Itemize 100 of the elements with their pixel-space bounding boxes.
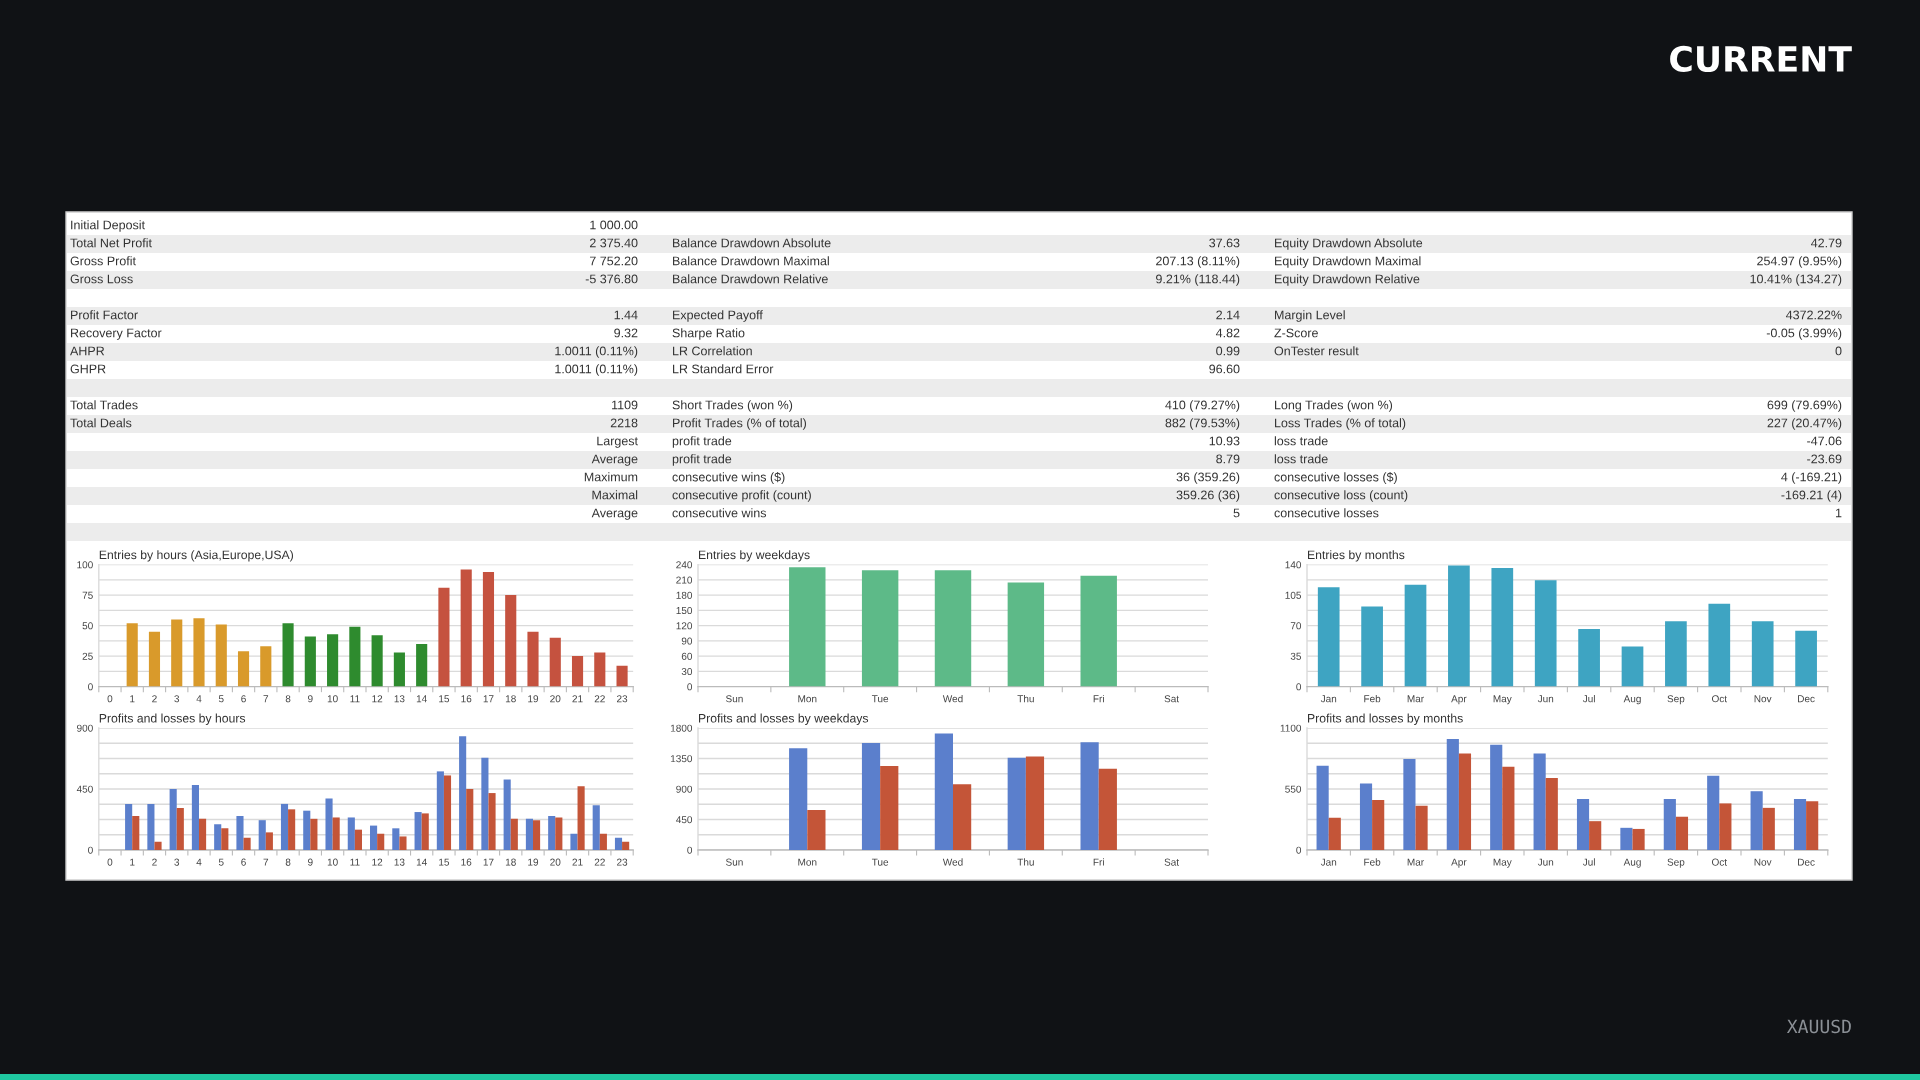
bar [953,784,972,850]
bar [1708,603,1731,687]
bar [243,837,251,850]
bar [525,818,533,850]
bar [614,837,623,850]
bar [481,757,489,850]
bar [260,646,272,687]
bar [571,656,584,687]
bar [125,803,133,850]
bar [1719,803,1732,850]
bar [1025,756,1045,850]
bar [193,618,205,687]
bar [1795,630,1817,687]
bar [1589,821,1602,850]
bar [503,779,511,850]
bar [327,634,339,687]
bar [533,820,541,850]
bar [1446,739,1459,850]
bar [349,626,361,687]
bar [1372,800,1385,850]
bar [221,828,229,850]
bar [861,570,899,687]
bar [1675,816,1689,850]
bar [414,812,422,850]
bar [199,818,207,850]
bar [1663,798,1676,850]
bar [310,818,318,850]
bar [354,829,362,850]
bar [1404,584,1427,687]
bar [303,810,311,850]
bar [1403,759,1416,850]
text: XAUUSD [1786,1019,1851,1034]
bar [1707,775,1720,850]
bar [1534,580,1557,687]
bar [1545,777,1558,850]
bar [288,809,296,850]
bar [171,619,183,687]
bar [555,817,563,850]
bar [126,623,138,687]
bar [325,798,333,850]
bar [332,817,340,850]
bar [577,786,585,850]
bar [599,833,607,850]
bar [934,570,972,687]
bar [616,665,628,687]
bar [459,736,467,850]
bar [548,816,556,850]
bar [1080,575,1117,687]
bar [466,789,474,850]
bar [265,832,273,850]
bar [1793,798,1807,850]
bar [1080,742,1099,850]
text: CURRENT [1670,45,1852,73]
bar [460,569,472,687]
bar [370,825,378,850]
bar [1750,791,1763,850]
bar [416,643,428,687]
bar [1359,783,1373,850]
bar [789,748,808,850]
bar [880,765,899,850]
bar [169,789,177,850]
bar [594,652,606,687]
bar [1361,606,1383,687]
bar [1578,629,1600,687]
bar [443,775,452,850]
bar [392,828,400,850]
bar [934,733,953,850]
bar [280,803,289,850]
bar [1576,798,1590,850]
bar [1665,621,1687,687]
bar [1415,805,1428,850]
bar [488,793,496,850]
bar [191,784,199,850]
bar [1620,827,1633,850]
bar [1762,807,1775,850]
bar [1491,568,1514,687]
bar [132,816,140,850]
bar [789,567,826,687]
bar [148,631,161,687]
bar [807,810,826,850]
bar [236,816,244,850]
bar [1098,768,1117,850]
bar [1317,587,1340,687]
bar [436,771,444,850]
bar [1632,828,1645,850]
bar [1007,582,1045,687]
bar [258,820,266,850]
bar [1448,565,1470,687]
bar [1328,817,1341,850]
bar [592,805,600,850]
bar [1316,765,1329,850]
bar [482,571,495,687]
bar [1751,621,1774,687]
bar [399,836,407,850]
bar [861,742,881,850]
bar [176,807,184,850]
bar [215,624,227,687]
bar [1458,753,1472,850]
bar [421,813,429,850]
bar [1806,801,1819,850]
